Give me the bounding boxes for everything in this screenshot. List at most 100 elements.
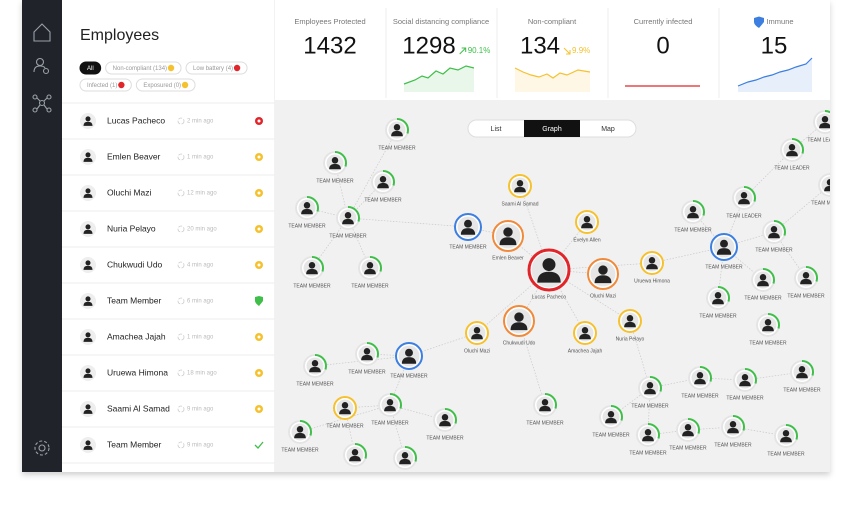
- graph-node[interactable]: TEAM MEMBER: [811, 173, 849, 206]
- graph-node[interactable]: TEAM MEMBER: [449, 213, 487, 250]
- employee-row[interactable]: Lucas Pacheco 2 min ago: [62, 102, 275, 129]
- sparkline: [403, 65, 475, 85]
- employee-row[interactable]: Uruewa Himona 18 min ago: [62, 354, 275, 381]
- graph-node[interactable]: TEAM MEMBER: [296, 354, 334, 387]
- filter-chip[interactable]: All: [79, 61, 102, 75]
- filter-chip[interactable]: Non-compliant (134): [105, 61, 182, 75]
- chip-bg: [135, 78, 196, 92]
- graph-node[interactable]: TEAM MEMBER: [726, 368, 764, 401]
- people-icon[interactable]: [33, 57, 50, 75]
- graph-node[interactable]: TEAM MEMBER: [592, 405, 630, 438]
- graph-node[interactable]: TEAM MEMBER: [631, 376, 669, 409]
- tab-label[interactable]: Map: [601, 126, 615, 133]
- graph-node[interactable]: TEAM MEMBER: [348, 342, 386, 375]
- employee-row[interactable]: Team Member 6 min ago: [62, 282, 275, 309]
- graph-node[interactable]: TEAM MEMBER: [281, 420, 319, 453]
- chip-icon: [181, 81, 189, 89]
- node-ring: [751, 268, 775, 292]
- node-ring: [303, 354, 327, 378]
- graph-node[interactable]: TEAM MEMBER: [787, 266, 825, 299]
- graph-node[interactable]: TEAM MEMBER: [674, 200, 712, 233]
- graph-node[interactable]: TEAM MEMBER: [744, 268, 782, 301]
- network-icon[interactable]: [32, 94, 52, 113]
- graph-node[interactable]: TEAM MEMBER: [364, 170, 402, 203]
- graph-node[interactable]: Oluchi Mazi: [587, 258, 619, 299]
- sync-icon: [177, 117, 185, 125]
- graph-node[interactable]: TEAM MEMBER: [714, 415, 752, 448]
- node-ring: [288, 420, 312, 444]
- employee-row[interactable]: Saami Al Samad 9 min ago: [62, 390, 275, 417]
- graph-node[interactable]: Lucas Pacheco: [527, 248, 571, 300]
- filter-chip[interactable]: Low battery (4): [185, 61, 248, 75]
- graph-node[interactable]: TEAM MEMBER: [755, 220, 793, 253]
- filter-chip[interactable]: Infected (1): [79, 78, 132, 92]
- home-icon[interactable]: [33, 23, 51, 42]
- node-ring: [638, 376, 662, 400]
- employee-row[interactable]: Nuria Pelayo 20 min ago: [62, 210, 275, 237]
- filter-chip[interactable]: Exposured (0): [135, 78, 196, 92]
- sync-icon: [177, 189, 185, 197]
- graph-node[interactable]: TEAM MEMBER: [371, 393, 409, 426]
- graph-node[interactable]: Evelyn Allen: [573, 210, 601, 243]
- graph-node[interactable]: [343, 443, 367, 467]
- node-label: Oluchi Mazi: [590, 293, 616, 299]
- graph-node[interactable]: TEAM MEMBER: [767, 424, 805, 457]
- node-ring: [774, 424, 798, 448]
- settings-icon[interactable]: [34, 440, 50, 456]
- graph-node[interactable]: TEAM MEMBER: [681, 366, 719, 399]
- node-label: TEAM MEMBER: [783, 387, 821, 393]
- graph-node[interactable]: TEAM MEMBER: [326, 396, 364, 429]
- graph-node[interactable]: TEAM MEMBER: [526, 393, 564, 426]
- employee-name: Team Member: [107, 439, 161, 449]
- chip-icon: [233, 64, 241, 72]
- graph-node[interactable]: Amachea Jajah: [568, 321, 603, 354]
- tab-label[interactable]: List: [491, 126, 502, 133]
- graph-node[interactable]: [393, 446, 417, 470]
- graph-node[interactable]: Saami Al Samad: [502, 174, 539, 207]
- graph-node[interactable]: TEAM LEADER: [807, 110, 843, 143]
- graph-node[interactable]: TEAM MEMBER: [426, 408, 464, 441]
- graph-node[interactable]: TEAM MEMBER: [783, 360, 821, 393]
- graph-node[interactable]: TEAM MEMBER: [293, 256, 331, 289]
- node-label: TEAM MEMBER: [348, 369, 386, 375]
- last-seen: 9 min ago: [187, 443, 214, 449]
- graph-edge: [610, 387, 651, 418]
- employee-row[interactable]: Chukwudi Udo 4 min ago: [62, 246, 275, 273]
- employee-row[interactable]: Oluchi Mazi 12 min ago: [62, 174, 275, 201]
- employee-row[interactable]: Amachea Jajah 1 min ago: [62, 318, 275, 345]
- graph-node[interactable]: Uruewa Himona: [634, 251, 670, 284]
- graph-node[interactable]: TEAM MEMBER: [749, 313, 787, 346]
- graph-node[interactable]: TEAM MEMBER: [351, 256, 389, 289]
- graph-node[interactable]: TEAM LEADER: [726, 186, 762, 219]
- node-label: Evelyn Allen: [573, 237, 600, 243]
- node-ring: [599, 405, 623, 429]
- graph-node[interactable]: Chukwudi Udo: [503, 305, 536, 346]
- graph-node[interactable]: TEAM MEMBER: [699, 286, 737, 319]
- tab-label[interactable]: Graph: [542, 126, 562, 133]
- node-ring: [358, 256, 382, 280]
- graph-node[interactable]: Oluchi Mazi: [464, 321, 490, 354]
- graph-node[interactable]: TEAM MEMBER: [669, 418, 707, 451]
- last-seen: 6 min ago: [187, 299, 214, 305]
- node-ring: [573, 321, 597, 345]
- graph-node[interactable]: TEAM MEMBER: [390, 342, 428, 379]
- graph-node[interactable]: TEAM MEMBER: [378, 118, 416, 151]
- node-ring: [371, 170, 395, 194]
- chip-label: Non-compliant (134): [113, 66, 167, 72]
- graph-node[interactable]: TEAM MEMBER: [288, 196, 326, 229]
- node-ring: [355, 342, 379, 366]
- graph-node[interactable]: TEAM LEADER: [774, 138, 810, 171]
- graph-node[interactable]: TEAM MEMBER: [316, 151, 354, 184]
- graph-node[interactable]: Emlen Beaver: [492, 220, 524, 261]
- employee-row[interactable]: Team Member 9 min ago: [62, 426, 275, 453]
- graph-edge: [314, 355, 410, 367]
- graph-node[interactable]: TEAM MEMBER: [705, 233, 743, 270]
- graph-node[interactable]: TEAM MEMBER: [329, 206, 367, 239]
- graph-node[interactable]: TEAM MEMBER: [629, 423, 667, 456]
- node-label: TEAM MEMBER: [390, 373, 428, 379]
- employee-row[interactable]: Emlen Beaver 1 min ago: [62, 138, 275, 165]
- graph-node[interactable]: Nuria Pelayo: [616, 309, 645, 342]
- node-label: TEAM MEMBER: [629, 450, 667, 456]
- node-ring: [385, 118, 409, 142]
